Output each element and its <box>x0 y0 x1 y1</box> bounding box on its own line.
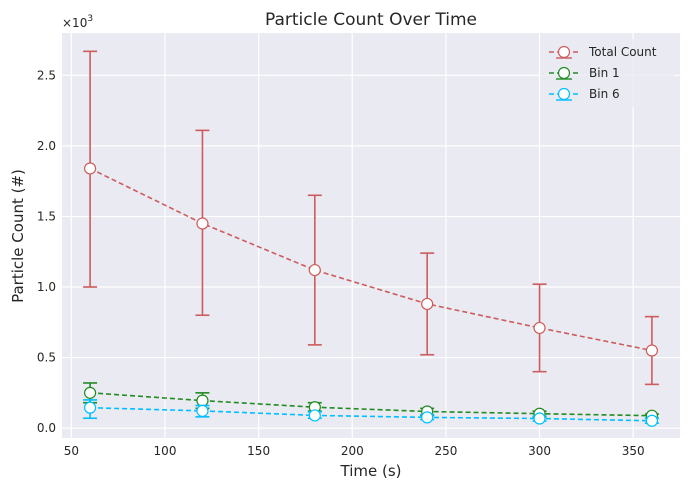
data-point <box>308 409 321 422</box>
y-tick-label: 1.0 <box>37 280 56 294</box>
legend-label: Total Count <box>588 45 657 59</box>
x-axis-label: Time (s) <box>340 462 402 480</box>
y-axis-label: Particle Count (#) <box>9 169 27 303</box>
y-tick-label: 2.5 <box>37 68 56 82</box>
legend-marker <box>557 87 571 101</box>
data-point <box>308 263 321 277</box>
legend-item: Bin 6 <box>549 87 620 101</box>
data-point <box>196 217 209 230</box>
series-layer <box>83 50 659 427</box>
data-point <box>196 394 209 407</box>
tick-layer: 50 100 150 200 250 300 350 0.0 0.5 1.0 1.5 2.0 2.5 <box>37 68 645 458</box>
series-group <box>83 50 659 386</box>
legend-item: Total Count <box>549 45 657 59</box>
x-tick-label: 250 <box>434 444 457 458</box>
legend-item: Bin 1 <box>549 66 620 80</box>
y-multiplier-exponent: 3 <box>87 14 93 24</box>
legend-marker <box>557 45 571 59</box>
data-point <box>645 414 659 427</box>
x-tick-label: 50 <box>64 444 79 458</box>
data-point <box>83 162 97 175</box>
legend: Total Count Bin 1 Bin 6 <box>540 39 674 107</box>
data-point <box>421 297 434 311</box>
data-point <box>645 344 659 357</box>
series-group <box>83 399 659 427</box>
data-point <box>533 412 546 425</box>
y-axis-multiplier: ×103 <box>62 14 93 30</box>
x-tick-label: 300 <box>528 444 551 458</box>
x-tick-label: 150 <box>247 444 270 458</box>
legend-marker <box>557 66 571 80</box>
data-point <box>196 404 209 418</box>
x-tick-label: 100 <box>154 444 177 458</box>
data-point <box>533 321 546 335</box>
y-tick-label: 0.0 <box>37 421 56 435</box>
legend-frame <box>540 39 674 107</box>
series-line <box>90 406 652 422</box>
legend-label: Bin 1 <box>589 66 620 80</box>
series-line <box>90 392 652 417</box>
y-tick-label: 1.5 <box>37 209 56 223</box>
x-tick-label: 350 <box>622 444 645 458</box>
chart-title: Particle Count Over Time <box>265 10 477 30</box>
y-multiplier-base: ×10 <box>62 16 87 30</box>
series-line <box>89 167 653 352</box>
data-point <box>83 401 97 414</box>
y-tick-label: 0.5 <box>37 351 56 365</box>
legend-items: Total Count Bin 1 Bin 6 <box>549 45 657 101</box>
data-point <box>83 386 97 399</box>
data-point <box>421 411 434 424</box>
legend-label: Bin 6 <box>589 87 620 101</box>
y-tick-label: 2.0 <box>37 139 56 153</box>
x-tick-label: 200 <box>341 444 364 458</box>
